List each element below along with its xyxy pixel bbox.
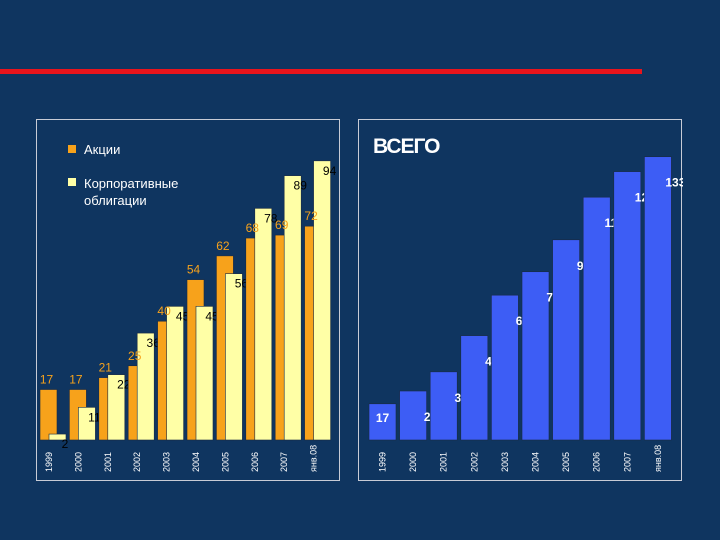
label-stocks-янв.08: 72 (304, 209, 318, 223)
x-tick-left-2007: 2007 (279, 452, 289, 472)
bar-bonds-2004 (195, 306, 214, 441)
bar-total-2004 (521, 271, 550, 441)
x-tick-right-2007: 2007 (622, 452, 632, 472)
x-tick-right-2005: 2005 (561, 452, 571, 472)
total-chart: ВСЕГО 1719992320003220014920026820037920… (368, 135, 683, 472)
label-bonds-2006: 78 (264, 211, 278, 225)
bar-total-2002 (460, 335, 489, 441)
x-tick-left-2004: 2004 (191, 452, 201, 472)
x-tick-left-1999: 1999 (44, 452, 54, 472)
label-stocks-2002: 25 (128, 349, 142, 363)
x-tick-left-2005: 2005 (220, 452, 230, 472)
legend-swatch-stocks (68, 145, 76, 153)
label-stocks-1999: 17 (40, 373, 54, 387)
label-bonds-2002: 36 (147, 336, 161, 350)
label-stocks-2007: 69 (275, 218, 289, 232)
legend-label-bonds-line2: облигации (84, 193, 147, 208)
x-tick-left-2003: 2003 (162, 452, 172, 472)
chart-panel-stocks-bonds: Акции Корпоративные облигации 17 2 1999 17 1… (36, 119, 340, 481)
x-tick-right-2006: 2006 (592, 452, 602, 472)
bar-total-1999 (368, 403, 397, 441)
bar-bonds-2003 (166, 306, 184, 441)
bar-total-2000 (399, 390, 427, 441)
x-tick-left-янв.08: янв.08 (309, 445, 319, 472)
label-bonds-1999: 2 (62, 437, 69, 451)
stocks-bonds-chart: Акции Корпоративные облигации 17 2 1999 17 1… (39, 142, 337, 472)
bar-bonds-2005 (225, 273, 243, 441)
chart-title: ВСЕГО (373, 135, 440, 158)
label-stocks-2005: 62 (216, 239, 230, 253)
x-tick-left-2006: 2006 (250, 452, 260, 472)
label-bonds-2000: 11 (88, 410, 101, 424)
x-tick-left-2000: 2000 (73, 452, 83, 472)
bar-bonds-2007 (283, 175, 302, 441)
label-stocks-2001: 21 (99, 361, 113, 375)
x-tick-right-2001: 2001 (439, 452, 449, 472)
x-tick-left-2002: 2002 (132, 452, 142, 472)
bar-total-янв.08 (644, 156, 672, 441)
label-bonds-2005: 56 (235, 277, 249, 291)
bar-total-2006 (582, 196, 611, 441)
label-bonds-2004: 45 (205, 309, 219, 323)
bar-total-2005 (552, 239, 580, 441)
bar-bonds-янв.08 (313, 160, 331, 441)
bar-stocks-1999 (39, 389, 58, 441)
x-tick-right-2002: 2002 (469, 452, 479, 472)
legend-label-stocks: Акции (84, 142, 120, 157)
red-accent-line (0, 69, 642, 74)
bar-total-2003 (491, 294, 519, 441)
bar-bonds-1999 (48, 433, 67, 441)
x-tick-right-1999: 1999 (378, 452, 388, 472)
label-bonds-2007: 89 (294, 179, 308, 193)
chart-panel-total: ВСЕГО 1719992320003220014920026820037920… (358, 119, 683, 481)
legend-swatch-bonds (68, 178, 76, 186)
svg-text:Корпоративные облигации: Корпоративные облигации (84, 176, 182, 208)
label-total-1999: 17 (376, 411, 390, 425)
bar-bonds-2006 (254, 208, 273, 441)
label-bonds-2003: 45 (176, 309, 190, 323)
label-bonds-2001: 22 (117, 378, 131, 392)
label-bonds-янв.08: 94 (323, 164, 337, 178)
x-tick-left-2001: 2001 (103, 452, 113, 472)
label-stocks-2000: 17 (69, 373, 83, 387)
bar-bonds-2000 (78, 407, 96, 441)
label-total-янв.08: 133 (665, 176, 683, 190)
label-stocks-2003: 40 (157, 304, 171, 318)
label-stocks-2004: 54 (187, 263, 201, 277)
x-tick-right-янв.08: янв.08 (653, 445, 663, 472)
bar-total-2007 (613, 171, 642, 441)
x-tick-right-2000: 2000 (408, 452, 418, 472)
legend-label-bonds-line1: Корпоративные (84, 176, 178, 191)
bar-total-2001 (429, 371, 458, 441)
x-tick-right-2004: 2004 (531, 452, 541, 472)
bar-bonds-2002 (136, 332, 155, 441)
label-stocks-2006: 68 (246, 221, 260, 235)
bar-bonds-2001 (107, 374, 126, 441)
x-tick-right-2003: 2003 (500, 452, 510, 472)
